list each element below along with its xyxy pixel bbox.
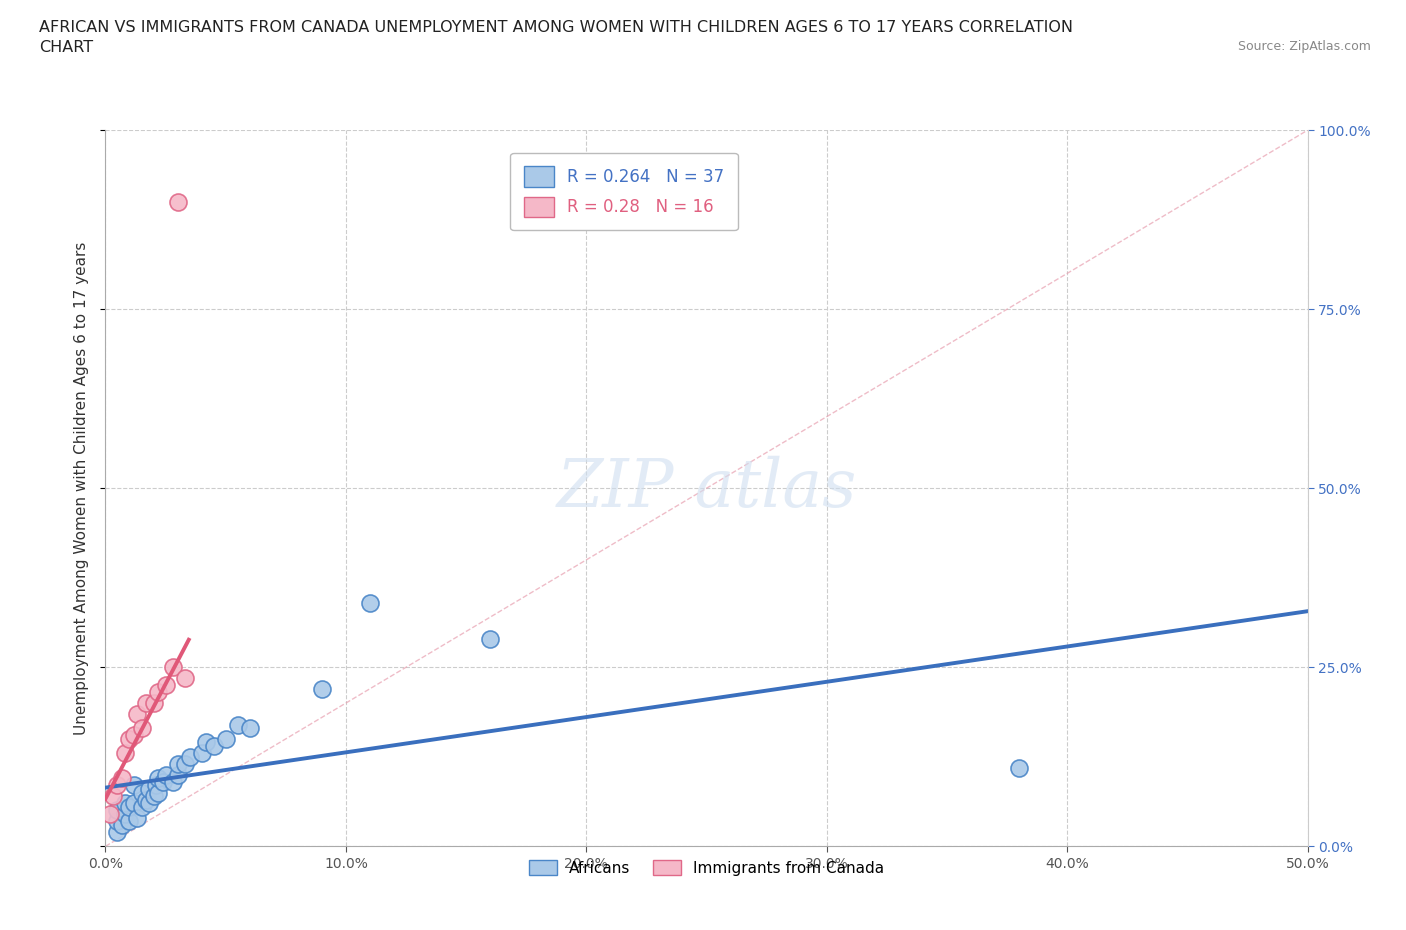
Point [124, 728, 146, 743]
Point [131, 721, 153, 736]
Point [166, 194, 188, 209]
Point [107, 778, 129, 793]
Point [114, 746, 136, 761]
Point [98, 806, 121, 821]
Point [148, 684, 170, 699]
Point [359, 595, 381, 610]
Point [131, 800, 153, 815]
Point [155, 767, 177, 782]
Point [148, 771, 170, 786]
Point [111, 771, 134, 786]
Point [118, 814, 141, 829]
Point [124, 796, 146, 811]
Text: CHART: CHART [39, 40, 93, 55]
Point [107, 825, 129, 840]
Point [179, 750, 201, 764]
Point [190, 746, 212, 761]
Point [311, 682, 333, 697]
Text: Source: ZipAtlas.com: Source: ZipAtlas.com [1237, 40, 1371, 53]
Point [166, 756, 188, 771]
Point [138, 781, 160, 796]
Point [114, 806, 136, 821]
Point [1008, 760, 1031, 775]
Point [107, 804, 129, 818]
Point [135, 696, 157, 711]
Point [162, 775, 184, 790]
Point [131, 785, 153, 800]
Point [202, 738, 225, 753]
Point [142, 789, 165, 804]
Point [479, 631, 502, 646]
Point [107, 814, 129, 829]
Point [214, 732, 236, 747]
Point [148, 785, 170, 800]
Point [101, 789, 124, 804]
Point [152, 775, 174, 790]
Point [173, 671, 195, 685]
Point [142, 696, 165, 711]
Point [125, 810, 148, 825]
Point [111, 817, 134, 832]
Point [226, 717, 249, 732]
Point [138, 796, 160, 811]
Point [124, 778, 146, 793]
Text: AFRICAN VS IMMIGRANTS FROM CANADA UNEMPLOYMENT AMONG WOMEN WITH CHILDREN AGES 6 : AFRICAN VS IMMIGRANTS FROM CANADA UNEMPL… [39, 20, 1073, 35]
Legend: Africans, Immigrants from Canada: Africans, Immigrants from Canada [523, 854, 890, 882]
Point [145, 778, 167, 793]
Point [125, 707, 148, 722]
Point [118, 732, 141, 747]
Point [114, 796, 136, 811]
Point [239, 721, 262, 736]
Point [155, 678, 177, 693]
Point [118, 800, 141, 815]
Point [195, 735, 218, 750]
Text: ZIP atlas: ZIP atlas [557, 456, 856, 521]
Point [162, 660, 184, 675]
Point [173, 756, 195, 771]
Point [135, 792, 157, 807]
Point [166, 767, 188, 782]
Y-axis label: Unemployment Among Women with Children Ages 6 to 17 years: Unemployment Among Women with Children A… [75, 242, 90, 735]
